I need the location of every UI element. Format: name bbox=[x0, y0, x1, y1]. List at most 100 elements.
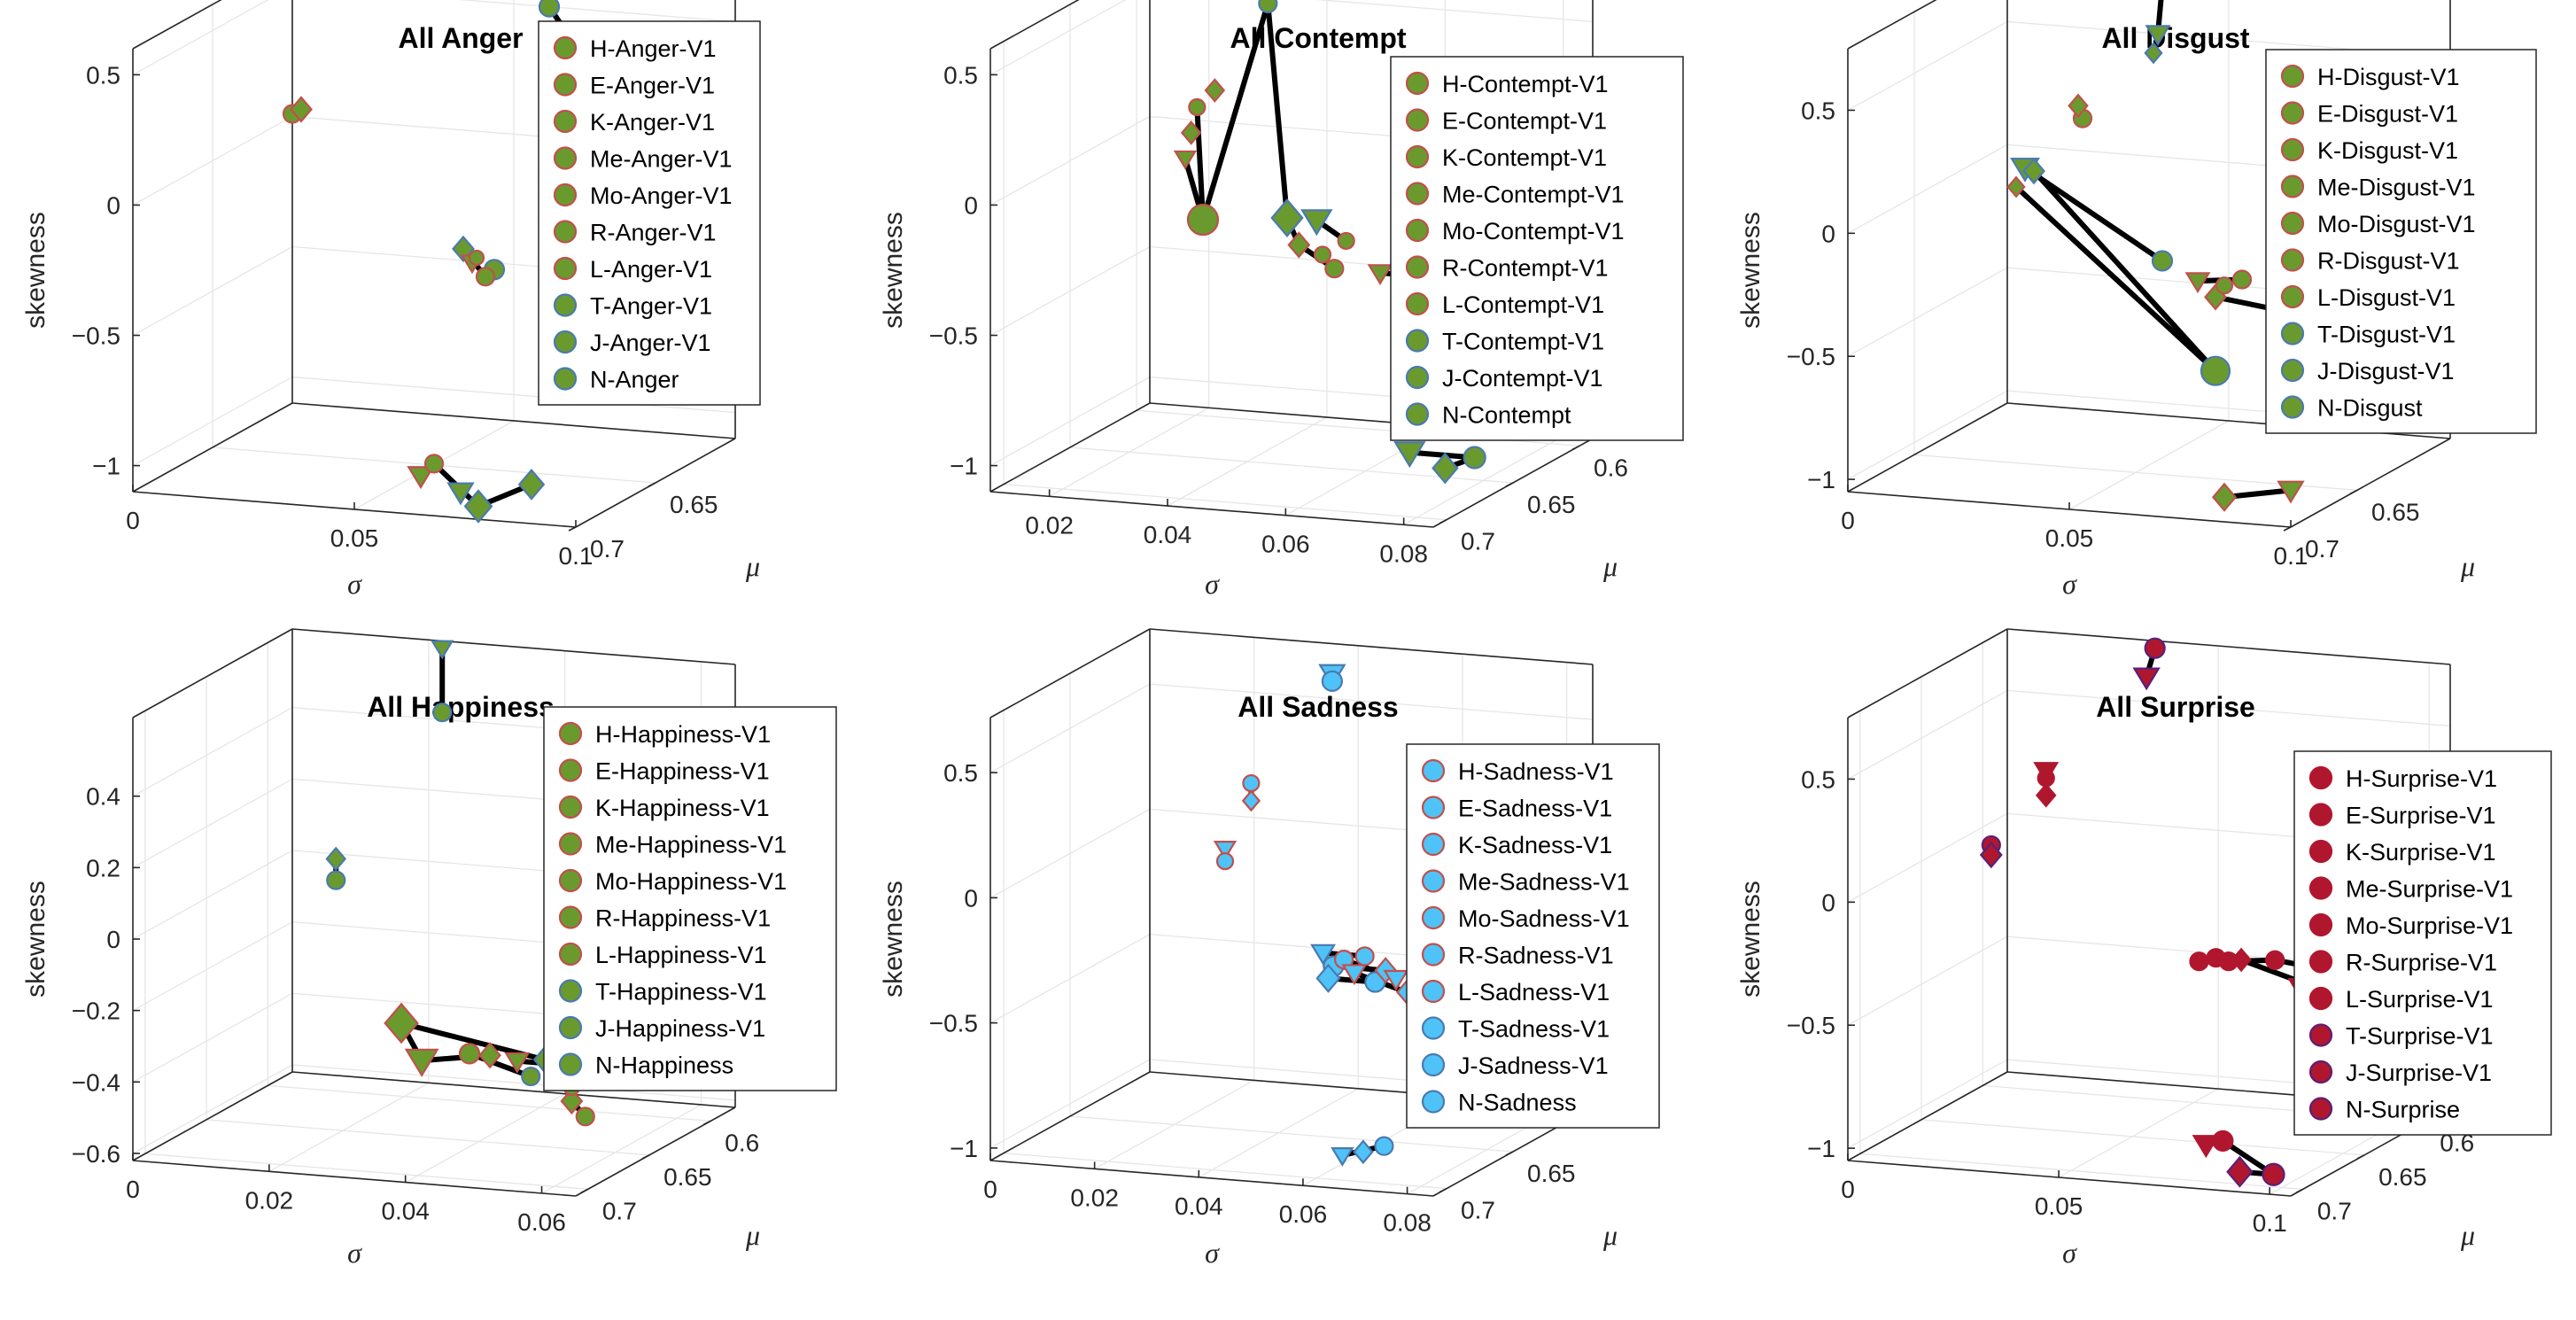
legend-entry: E-Happiness-V1 bbox=[595, 758, 770, 785]
x-tick-label: 0.1 bbox=[2253, 1209, 2287, 1237]
data-point bbox=[1383, 969, 1409, 991]
legend-marker bbox=[2280, 395, 2305, 419]
axis-edge bbox=[2006, 628, 2451, 665]
data-point bbox=[404, 1048, 439, 1077]
x-tick-label: 0.02 bbox=[245, 1186, 294, 1214]
x-tick-label: 0.08 bbox=[1383, 1209, 1432, 1237]
z-tick-label: −0.5 bbox=[1787, 1012, 1835, 1039]
legend-marker bbox=[553, 256, 578, 281]
data-point bbox=[504, 1052, 531, 1074]
z-tick-label: −1 bbox=[1807, 466, 1835, 493]
data-point bbox=[1213, 840, 1238, 860]
data-point bbox=[1173, 150, 1198, 170]
legend-entry: Mo-Surprise-V1 bbox=[2346, 912, 2513, 939]
grid-line bbox=[1847, 629, 2008, 1161]
y-axis-label: μ bbox=[1602, 550, 1618, 582]
legend-entry: H-Contempt-V1 bbox=[1442, 71, 1609, 97]
legend-marker bbox=[1421, 979, 1446, 1004]
legend-marker bbox=[1405, 108, 1430, 132]
legend-marker bbox=[1421, 832, 1446, 857]
y-tick-label: 0.65 bbox=[670, 491, 718, 518]
legend-marker bbox=[558, 868, 583, 893]
x-tick-label: 0.08 bbox=[1379, 540, 1428, 567]
data-point bbox=[1354, 946, 1375, 967]
chart-panel-6: 0.50−0.5−100.050.1 0.70.650.6skewnessσμAl… bbox=[1736, 628, 2552, 1269]
x-tick-label: 0.05 bbox=[2045, 524, 2094, 552]
axis-edge bbox=[1847, 0, 1937, 50]
connector-line bbox=[1200, 0, 1271, 223]
axis-edge bbox=[1847, 402, 2008, 493]
z-tick-label: 0.5 bbox=[943, 61, 978, 89]
legend-entry: J-Disgust-V1 bbox=[2317, 358, 2455, 384]
axis-edge bbox=[132, 0, 222, 50]
x-tick-label: 0.06 bbox=[1279, 1200, 1328, 1228]
data-point bbox=[2192, 1135, 2221, 1159]
z-tick-label: 0 bbox=[964, 884, 978, 912]
legend-marker bbox=[1421, 796, 1446, 819]
z-axis-label: skewness bbox=[879, 881, 908, 998]
y-axis-label: μ bbox=[745, 1219, 760, 1251]
axis-edge bbox=[989, 1160, 1434, 1197]
data-point bbox=[2212, 1130, 2234, 1152]
legend-marker bbox=[2308, 950, 2333, 974]
axis-edge bbox=[291, 1071, 736, 1108]
y-tick-label: 0.65 bbox=[2371, 498, 2420, 525]
legend-entry: R-Sadness-V1 bbox=[1458, 943, 1614, 969]
x-axis-label: σ bbox=[1205, 568, 1220, 600]
data-point bbox=[2145, 25, 2171, 47]
y-axis-label: μ bbox=[2460, 550, 2475, 582]
legend-entry: E-Anger-V1 bbox=[590, 73, 715, 99]
chart-title: All Sadness bbox=[1238, 691, 1398, 723]
legend-entry: T-Surprise-V1 bbox=[2346, 1023, 2494, 1050]
z-tick-label: −0.5 bbox=[1787, 343, 1835, 370]
legend-marker bbox=[553, 146, 578, 170]
legend-entry: T-Disgust-V1 bbox=[2317, 322, 2456, 348]
data-point bbox=[1315, 963, 1341, 993]
data-point bbox=[458, 1043, 481, 1065]
y-tick-label: 0.65 bbox=[663, 1163, 712, 1191]
legend: H-Happiness-V1 E-Happiness-V1 K-Happiness-… bbox=[543, 706, 837, 1091]
legend-entry: H-Disgust-V1 bbox=[2317, 64, 2460, 90]
legend-marker bbox=[2308, 912, 2333, 937]
z-tick-label: −0.6 bbox=[72, 1140, 120, 1168]
legend-entry: Mo-Disgust-V1 bbox=[2317, 211, 2476, 237]
legend-marker bbox=[558, 758, 583, 782]
data-point bbox=[1432, 452, 1459, 485]
data-point bbox=[2226, 1155, 2254, 1188]
x-axis-label: σ bbox=[347, 1237, 362, 1269]
data-point bbox=[2215, 276, 2234, 295]
legend-entry: K-Happiness-V1 bbox=[595, 795, 770, 821]
legend-entry: K-Sadness-V1 bbox=[1458, 832, 1612, 858]
y-tick-label: 0.7 bbox=[1461, 528, 1495, 555]
x-tick-label: 0.02 bbox=[1070, 1184, 1119, 1211]
data-point bbox=[1188, 97, 1207, 117]
y-axis-label: μ bbox=[745, 550, 760, 582]
data-point bbox=[468, 249, 485, 267]
legend-marker bbox=[1421, 943, 1446, 967]
legend-marker bbox=[553, 109, 578, 134]
data-point bbox=[2035, 782, 2057, 808]
data-point bbox=[538, 0, 561, 18]
connector-line bbox=[467, 1051, 534, 1080]
legend-entry: N-Happiness bbox=[595, 1052, 733, 1079]
data-point bbox=[2262, 1162, 2285, 1186]
z-tick-label: −1 bbox=[950, 1135, 978, 1162]
x-tick-label: 0 bbox=[126, 1176, 140, 1203]
chart-title: All Happiness bbox=[367, 691, 555, 723]
y-tick-label: 0.65 bbox=[2378, 1163, 2427, 1191]
connector-line bbox=[1265, 0, 1290, 221]
legend-entry: J-Anger-V1 bbox=[590, 330, 711, 356]
axis-edge bbox=[989, 628, 1151, 718]
z-tick-label: 0 bbox=[964, 191, 978, 219]
data-point bbox=[475, 267, 496, 287]
data-point bbox=[575, 1106, 595, 1127]
data-point bbox=[1334, 950, 1354, 970]
legend-marker bbox=[553, 73, 578, 97]
axis-edge bbox=[1847, 628, 2008, 718]
data-point bbox=[1241, 789, 1261, 812]
axis-edge bbox=[1847, 1160, 2292, 1197]
data-point bbox=[2006, 175, 2026, 198]
z-tick-label: −0.4 bbox=[72, 1068, 120, 1096]
